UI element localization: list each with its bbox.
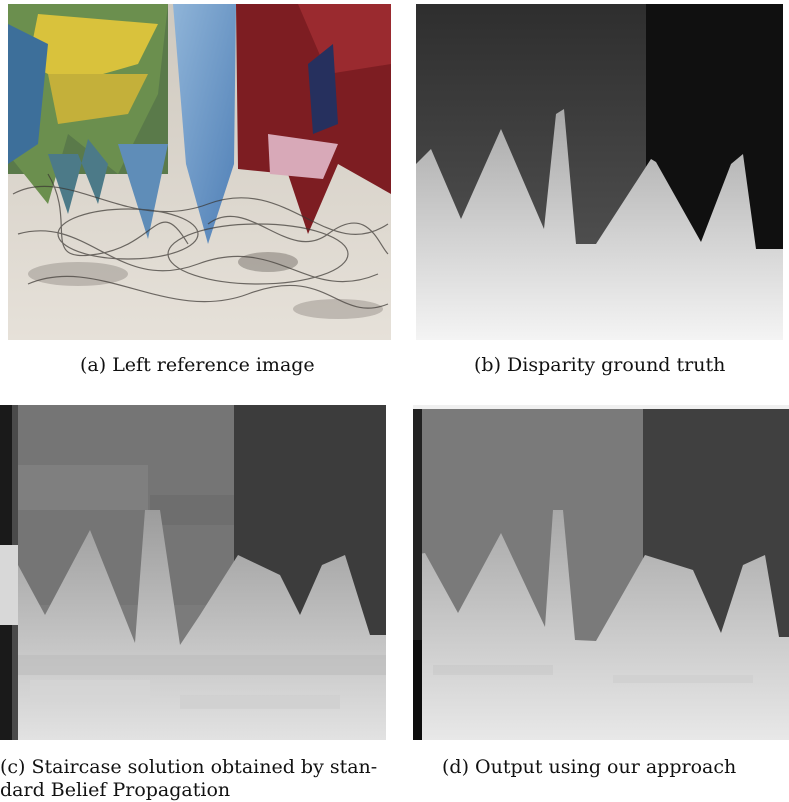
caption-b: (b) Disparity ground truth [474, 354, 726, 376]
staircase-disparity-map [0, 405, 386, 740]
scribbles [12, 173, 389, 309]
caption-a: (a) Left reference image [80, 354, 315, 376]
caption-d: (d) Output using our approach [442, 756, 737, 778]
ground-truth-map [416, 4, 783, 340]
left-reference-image [8, 4, 391, 340]
our-disparity-map [413, 405, 789, 740]
staircase-solution-output [0, 405, 386, 740]
disparity-ground-truth [416, 4, 783, 340]
caption-c-line2: dard Belief Propagation [0, 779, 231, 801]
painting-artwork [8, 4, 391, 340]
caption-c-line1: (c) Staircase solution obtained by stan- [0, 756, 378, 778]
our-approach-output [413, 405, 789, 740]
